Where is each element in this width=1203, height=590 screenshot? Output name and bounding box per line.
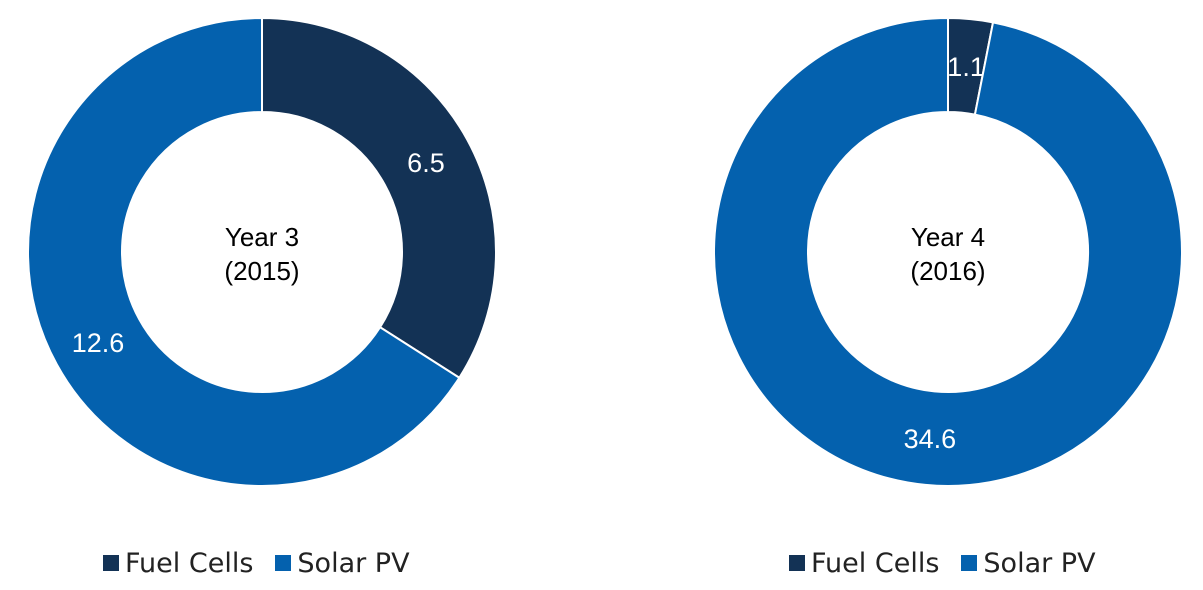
center-label-date: (2016) <box>910 256 985 286</box>
donut-chart-year-3: 6.5 12.6 Year 3 (2015) <box>27 16 497 487</box>
data-label-solar-pv: 34.6 <box>904 424 957 454</box>
center-label-year: Year 3 <box>225 222 299 252</box>
slice-fuel-cells <box>261 16 497 380</box>
legend-item-solar-pv: Solar PV <box>961 547 1096 579</box>
legend-item-solar-pv: Solar PV <box>275 547 410 579</box>
legend-item-fuel-cells: Fuel Cells <box>103 548 253 579</box>
legend-label-fuel-cells: Fuel Cells <box>811 547 940 579</box>
legend-swatch-solar-pv <box>275 555 292 571</box>
legend-item-fuel-cells: Fuel Cells <box>789 548 939 579</box>
center-label-year: Year 4 <box>911 222 985 252</box>
legend-year-3: Fuel Cells Solar PV <box>103 545 432 581</box>
legend-label-fuel-cells: Fuel Cells <box>125 547 254 579</box>
slice-solar-pv <box>713 16 1183 487</box>
legend-year-4: Fuel Cells Solar PV <box>789 545 1118 581</box>
data-label-solar-pv: 12.6 <box>72 328 125 358</box>
legend-swatch-fuel-cells <box>103 555 119 571</box>
legend-label-solar-pv: Solar PV <box>297 547 410 579</box>
slice-solar-pv <box>27 16 461 487</box>
donut-chart-year-4: 1.1 34.6 Year 4 (2016) <box>713 16 1183 487</box>
data-label-fuel-cells: 1.1 <box>947 52 985 82</box>
data-label-fuel-cells: 6.5 <box>407 148 445 178</box>
legend-swatch-solar-pv <box>961 555 978 571</box>
legend-swatch-fuel-cells <box>789 555 805 571</box>
legend-label-solar-pv: Solar PV <box>983 547 1096 579</box>
center-label-date: (2015) <box>224 256 299 286</box>
